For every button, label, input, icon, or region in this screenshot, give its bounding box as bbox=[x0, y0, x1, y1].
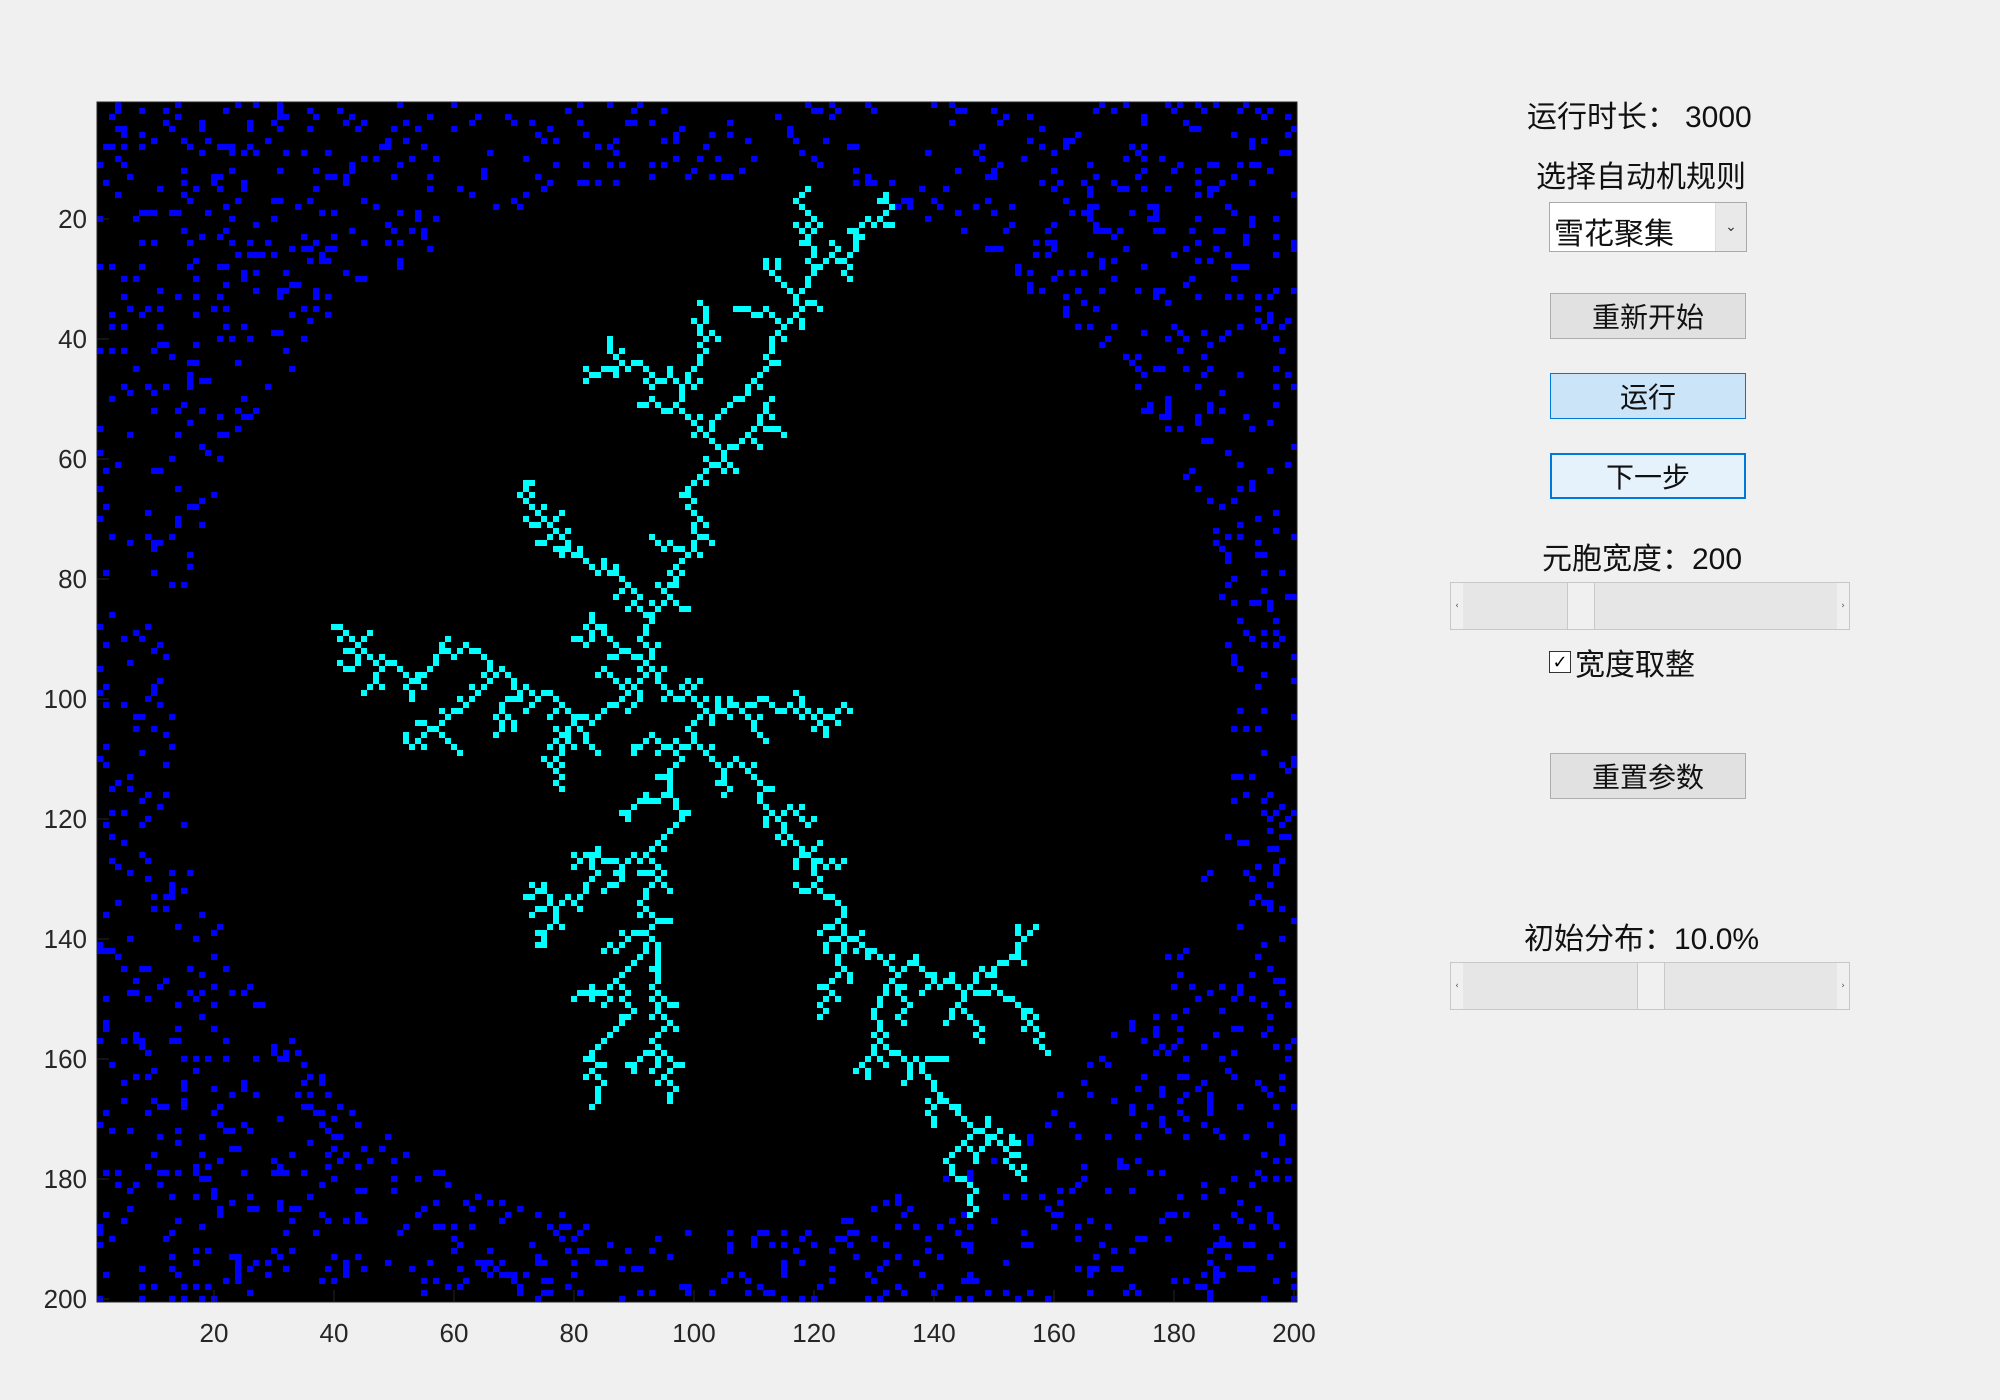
axes: 20 40 60 80 100 120 140 160 180 200 20 40 60 80 100 120… bbox=[44, 101, 1316, 1348]
x-tick-label: 20 bbox=[200, 1318, 229, 1348]
slider-left-arrow-icon[interactable]: ‹ bbox=[1451, 583, 1463, 629]
y-tick-label: 140 bbox=[44, 924, 87, 954]
reset-params-button[interactable]: 重置参数 bbox=[1550, 753, 1746, 799]
init-dist-label: 初始分布：10.0% bbox=[1524, 922, 1760, 957]
x-tick-label: 100 bbox=[672, 1318, 715, 1348]
cell-width-label: 元胞宽度：200 bbox=[1542, 542, 1743, 577]
axes-frame bbox=[96, 101, 1298, 1303]
y-tick-label: 80 bbox=[58, 564, 87, 594]
x-tick-label: 80 bbox=[560, 1318, 589, 1348]
round-width-checkbox[interactable]: ✓ 宽度取整 bbox=[1549, 640, 1695, 684]
x-tick-label: 120 bbox=[792, 1318, 835, 1348]
rule-dropdown[interactable]: 雪花聚集 ⌄ bbox=[1549, 202, 1747, 252]
cell-width-value: 200 bbox=[1692, 543, 1743, 576]
y-tick-label: 60 bbox=[58, 444, 87, 474]
x-tick-label: 180 bbox=[1152, 1318, 1195, 1348]
cell-width-slider-thumb[interactable] bbox=[1567, 583, 1596, 629]
x-tick-label: 200 bbox=[1272, 1318, 1315, 1348]
x-tick-label: 60 bbox=[440, 1318, 469, 1348]
checkmark-icon[interactable]: ✓ bbox=[1549, 651, 1571, 673]
control-panel: 运行时长： 3000 选择自动机规则 雪花聚集 ⌄ 重新开始 运行 下一步 元胞宽… bbox=[1430, 80, 1870, 1080]
x-tick-label: 160 bbox=[1032, 1318, 1075, 1348]
init-dist-value: 10.0% bbox=[1674, 923, 1760, 956]
y-tick-label: 20 bbox=[58, 204, 87, 234]
slider-left-arrow-icon[interactable]: ‹ bbox=[1451, 963, 1463, 1009]
y-tick-label: 200 bbox=[44, 1284, 87, 1314]
y-tick-label: 40 bbox=[58, 324, 87, 354]
rule-selected-value: 雪花聚集 bbox=[1554, 217, 1674, 252]
y-tick-label: 120 bbox=[44, 804, 87, 834]
run-button[interactable]: 运行 bbox=[1550, 373, 1746, 419]
rule-label: 选择自动机规则 bbox=[1536, 160, 1746, 195]
init-dist-slider[interactable]: ‹ › bbox=[1450, 962, 1850, 1010]
y-tick-label: 160 bbox=[44, 1044, 87, 1074]
cellular-automaton-grid[interactable] bbox=[97, 102, 1297, 1302]
y-tick-label: 180 bbox=[44, 1164, 87, 1194]
restart-button[interactable]: 重新开始 bbox=[1550, 293, 1746, 339]
y-tick-label: 100 bbox=[44, 684, 87, 714]
step-button[interactable]: 下一步 bbox=[1550, 453, 1746, 499]
init-dist-slider-thumb[interactable] bbox=[1637, 963, 1665, 1009]
runtime-value: 3000 bbox=[1685, 101, 1752, 134]
x-tick-label: 40 bbox=[320, 1318, 349, 1348]
chevron-down-icon[interactable]: ⌄ bbox=[1715, 203, 1746, 251]
runtime-label: 运行时长： 3000 bbox=[1527, 100, 1752, 135]
cell-width-slider[interactable]: ‹ › bbox=[1450, 582, 1850, 630]
slider-right-arrow-icon[interactable]: › bbox=[1837, 583, 1849, 629]
slider-right-arrow-icon[interactable]: › bbox=[1837, 963, 1849, 1009]
round-width-label: 宽度取整 bbox=[1575, 648, 1695, 683]
x-tick-label: 140 bbox=[912, 1318, 955, 1348]
ca-plot-area: 20 40 60 80 100 120 140 160 180 200 20 40 60 80 100 120… bbox=[44, 101, 1316, 1348]
